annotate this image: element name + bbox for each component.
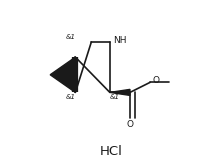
Text: &1: &1 (65, 94, 75, 100)
Polygon shape (50, 57, 75, 92)
Text: &1: &1 (65, 34, 75, 40)
Text: HCl: HCl (100, 145, 123, 158)
Text: &1: &1 (110, 94, 120, 100)
Polygon shape (110, 89, 130, 95)
Text: O: O (153, 76, 160, 85)
Text: O: O (126, 120, 134, 129)
Text: NH: NH (113, 36, 127, 45)
